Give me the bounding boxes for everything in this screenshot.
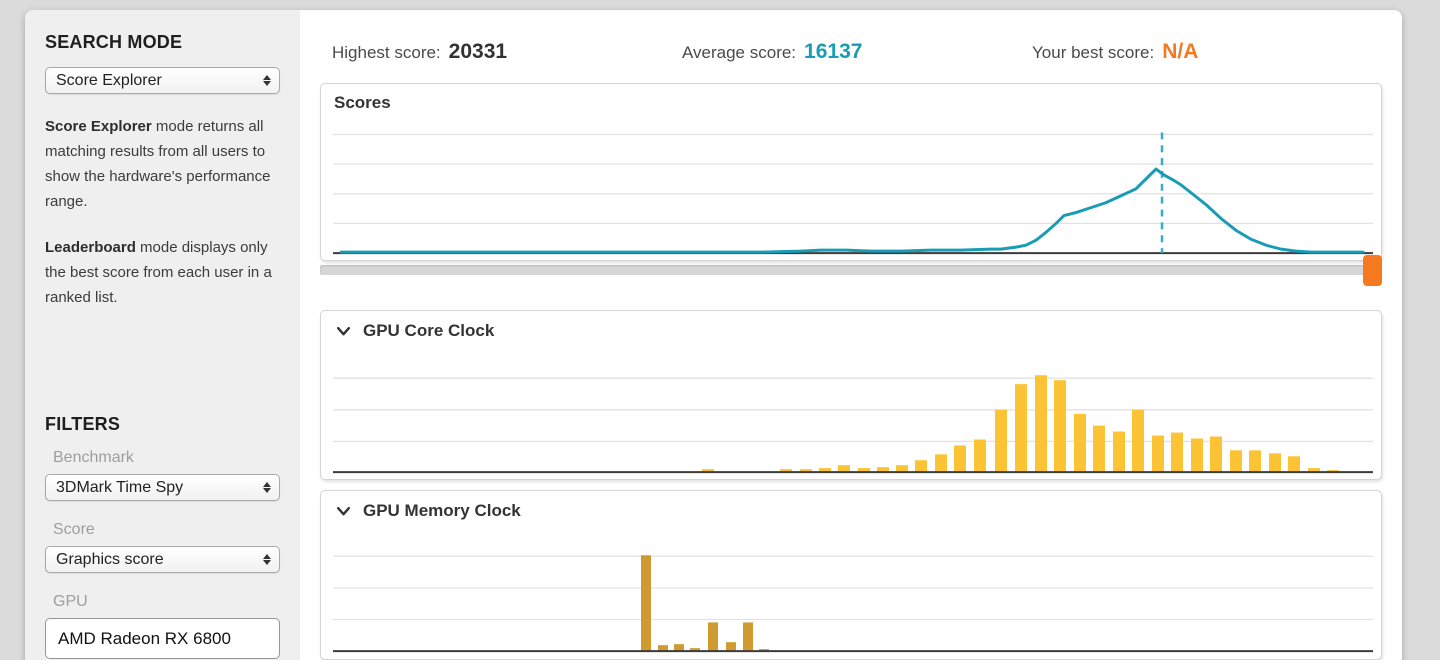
gpu-core-clock-chart: [333, 311, 1373, 479]
gpu-memory-clock-title: GPU Memory Clock: [363, 501, 521, 520]
gpu-core-clock-header[interactable]: GPU Core Clock: [337, 321, 494, 341]
best-score-value: N/A: [1162, 40, 1199, 63]
sidebar: SEARCH MODE Score Explorer Score Explore…: [25, 10, 300, 660]
leaderboard-description-bold: Leaderboard: [45, 239, 136, 256]
benchmark-select[interactable]: 3DMark Time Spy: [45, 474, 280, 501]
select-stepper-icon: [263, 482, 271, 493]
benchmark-select-value: 3DMark Time Spy: [56, 478, 184, 496]
scores-chart-card: Scores: [320, 83, 1382, 261]
search-mode-select-value: Score Explorer: [56, 71, 162, 89]
scores-chart: [333, 84, 1373, 260]
search-mode-select[interactable]: Score Explorer: [45, 67, 280, 94]
chevron-down-icon: [337, 327, 350, 336]
score-label: Score: [53, 521, 95, 538]
average-score-stat: Average score: 16137: [682, 40, 1032, 64]
gpu-memory-clock-card: GPU Memory Clock: [320, 490, 1382, 660]
gpu-memory-clock-header[interactable]: GPU Memory Clock: [337, 501, 521, 521]
chart-scrollbar-thumb[interactable]: [1363, 255, 1382, 286]
average-score-label: Average score:: [682, 43, 797, 62]
leaderboard-description-rest: mode displays only the best score from e…: [45, 239, 272, 306]
highest-score-stat: Highest score: 20331: [332, 40, 682, 64]
highest-score-label: Highest score:: [332, 43, 441, 62]
select-stepper-icon: [263, 554, 271, 565]
score-explorer-description-rest: mode returns all matching results from a…: [45, 118, 271, 210]
gpu-input[interactable]: [45, 618, 280, 659]
score-select[interactable]: Graphics score: [45, 546, 280, 573]
score-explorer-description-bold: Score Explorer: [45, 118, 152, 135]
filters-heading: FILTERS: [45, 414, 121, 434]
gpu-core-clock-title: GPU Core Clock: [363, 321, 495, 340]
best-score-label: Your best score:: [1032, 43, 1155, 62]
scores-chart-title: Scores: [334, 93, 391, 112]
stats-row: Highest score: 20331 Average score: 1613…: [332, 40, 1382, 72]
search-mode-heading: SEARCH MODE: [45, 32, 183, 52]
content-panel: SEARCH MODE Score Explorer Score Explore…: [25, 10, 1402, 660]
gpu-label: GPU: [53, 593, 88, 610]
score-explorer-description: Score Explorer mode returns all matching…: [45, 114, 278, 214]
main-content: Highest score: 20331 Average score: 1613…: [300, 10, 1402, 660]
average-score-value: 16137: [804, 40, 863, 63]
score-select-value: Graphics score: [56, 550, 164, 568]
select-stepper-icon: [263, 75, 271, 86]
benchmark-label: Benchmark: [53, 449, 134, 466]
leaderboard-description: Leaderboard mode displays only the best …: [45, 235, 278, 310]
best-score-stat: Your best score: N/A: [1032, 40, 1382, 64]
gpu-memory-clock-chart: [333, 491, 1373, 659]
highest-score-value: 20331: [448, 40, 508, 63]
chart-scrollbar-track[interactable]: [320, 255, 1382, 286]
gpu-core-clock-card: GPU Core Clock: [320, 310, 1382, 480]
chevron-down-icon: [337, 507, 350, 516]
